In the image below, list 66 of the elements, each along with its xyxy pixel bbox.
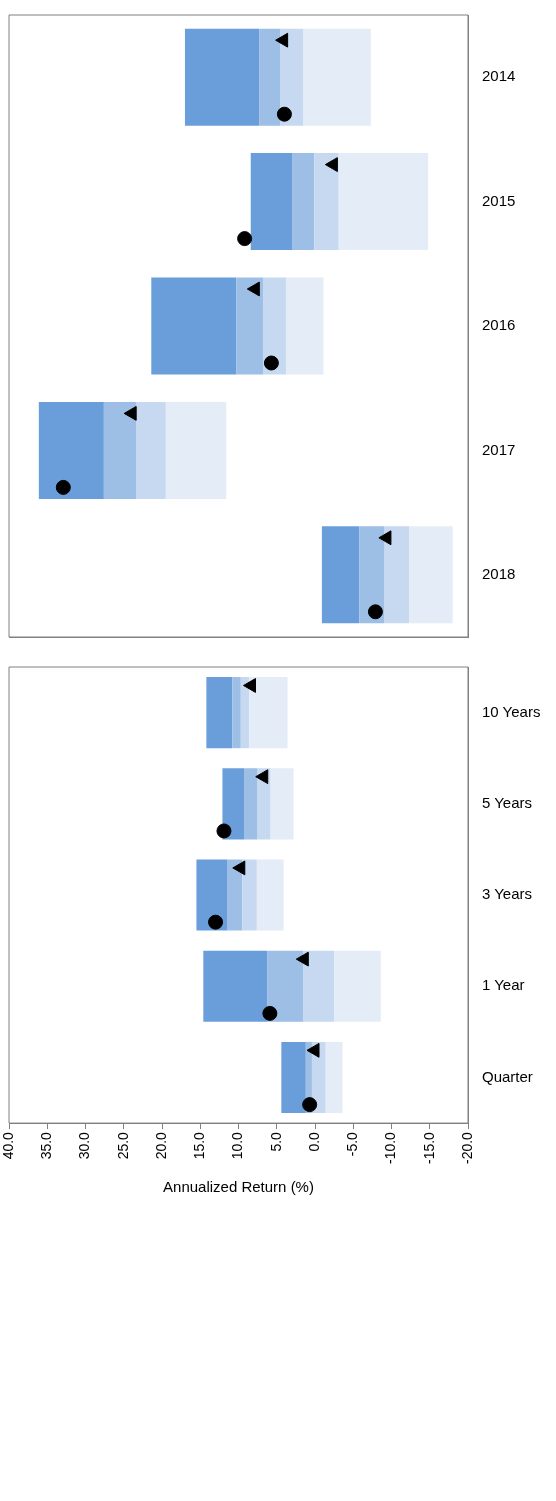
point xyxy=(255,769,269,785)
y-tick-label: 2014 xyxy=(482,67,516,85)
y-tick-label: 1 Year xyxy=(482,976,525,994)
bar xyxy=(232,677,241,749)
bar xyxy=(38,401,104,499)
x-tick-label: 10.0 xyxy=(229,1131,246,1160)
bar xyxy=(240,677,250,749)
bar xyxy=(384,526,410,624)
x-tick-label: 20.0 xyxy=(152,1131,169,1160)
bar xyxy=(103,401,136,499)
bar xyxy=(250,153,293,251)
bar xyxy=(196,859,228,931)
x-tick-label: 30.0 xyxy=(76,1131,93,1160)
x-axis-title: Annualized Return (%) xyxy=(163,1178,314,1196)
x-tick-label: 5.0 xyxy=(267,1131,284,1152)
bar xyxy=(259,28,281,126)
bar xyxy=(206,677,233,749)
bar xyxy=(262,277,286,375)
bar xyxy=(256,859,284,931)
bar xyxy=(292,153,315,251)
x-tick-label: 0.0 xyxy=(305,1131,322,1152)
bar xyxy=(151,277,237,375)
x-tick-label: -15.0 xyxy=(420,1131,437,1165)
bar xyxy=(242,859,257,931)
x-tick-label: 40.0 xyxy=(0,1131,16,1160)
point xyxy=(306,1042,320,1058)
bar xyxy=(203,950,268,1022)
bar xyxy=(249,677,288,749)
x-tick-label: -10.0 xyxy=(382,1131,399,1165)
y-tick-label: 2018 xyxy=(482,564,516,582)
y-tick-label: Quarter xyxy=(482,1067,533,1085)
y-tick-label: 10 Years xyxy=(482,702,541,720)
bar xyxy=(267,950,304,1022)
bar xyxy=(321,526,360,624)
bar xyxy=(303,950,335,1022)
point xyxy=(243,678,257,693)
bar xyxy=(227,859,243,931)
bar xyxy=(244,768,258,840)
x-tick-label: 35.0 xyxy=(38,1131,55,1160)
bar xyxy=(270,768,294,840)
x-tick-label: -5.0 xyxy=(344,1131,361,1157)
y-tick-label: 3 Years xyxy=(482,885,533,903)
bar xyxy=(236,277,263,375)
y-tick-label: 2015 xyxy=(482,191,516,209)
y-tick-label: 2016 xyxy=(482,316,516,334)
y-tick-label: 2017 xyxy=(482,440,516,458)
y-tick-label: 5 Years xyxy=(482,793,533,811)
bar xyxy=(303,28,371,126)
bar xyxy=(222,768,245,840)
bar xyxy=(334,950,381,1022)
bar xyxy=(165,401,227,499)
x-tick-label: 15.0 xyxy=(191,1131,208,1160)
bar xyxy=(314,153,339,251)
bar xyxy=(325,1041,343,1114)
bar xyxy=(280,28,304,126)
bar xyxy=(359,526,385,624)
bar xyxy=(285,277,324,375)
bar xyxy=(338,153,429,251)
bar xyxy=(184,28,260,126)
x-tick-label: -20.0 xyxy=(458,1131,475,1165)
point xyxy=(295,951,309,967)
bar xyxy=(281,1041,306,1114)
bar xyxy=(409,526,453,624)
bar xyxy=(135,401,166,499)
x-tick-label: 25.0 xyxy=(114,1131,131,1160)
point xyxy=(232,860,246,876)
